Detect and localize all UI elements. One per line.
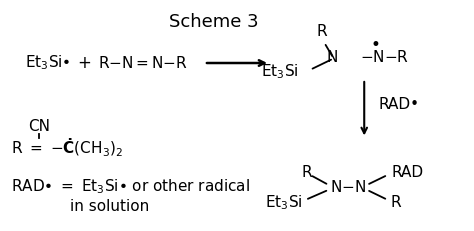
Text: +: +	[77, 54, 91, 72]
Text: N: N	[327, 50, 338, 65]
Text: RAD•: RAD•	[378, 97, 419, 112]
Text: RAD: RAD	[392, 165, 424, 180]
Text: $-$N$-$R: $-$N$-$R	[359, 49, 409, 65]
Text: RAD• $=$ Et$_3$Si• or other radical: RAD• $=$ Et$_3$Si• or other radical	[11, 177, 250, 196]
Text: R$-$N$=$N$-$R: R$-$N$=$N$-$R	[98, 55, 188, 71]
Text: •: •	[370, 36, 380, 54]
Text: Et$_3$Si: Et$_3$Si	[261, 63, 298, 82]
Text: R: R	[301, 165, 312, 180]
Text: Scheme 3: Scheme 3	[169, 13, 258, 31]
Text: Et$_3$Si•: Et$_3$Si•	[25, 54, 71, 72]
Text: in solution: in solution	[70, 199, 149, 214]
Text: CN: CN	[28, 119, 50, 134]
Text: N$-$N: N$-$N	[330, 179, 366, 195]
Text: R: R	[390, 195, 401, 210]
Text: R: R	[317, 24, 327, 39]
Text: R $=$ $-\mathbf{\dot{C}}$(CH$_3$)$_2$: R $=$ $-\mathbf{\dot{C}}$(CH$_3$)$_2$	[11, 136, 123, 159]
Text: Et$_3$Si: Et$_3$Si	[264, 193, 302, 212]
